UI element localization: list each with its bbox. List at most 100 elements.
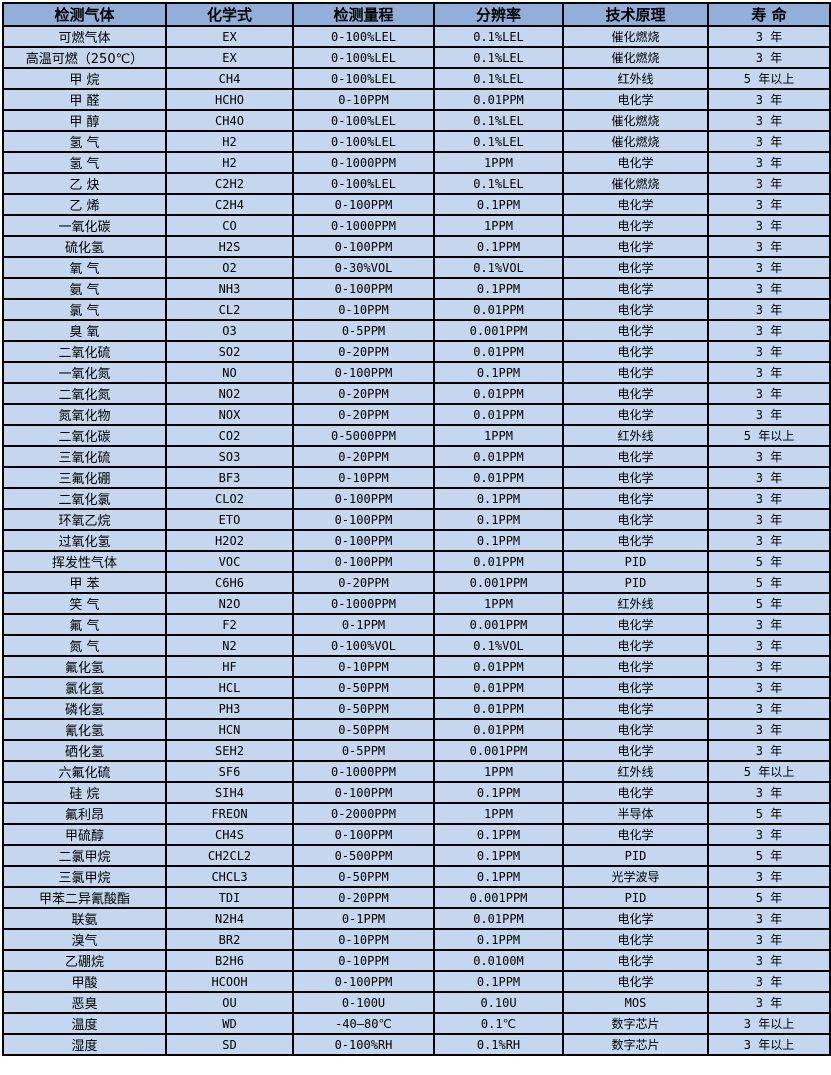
- cell-chemical-formula: SF6: [165, 760, 294, 783]
- cell-detection-range: 0-100%RH: [292, 1033, 435, 1056]
- cell-technology-principle: 电化学: [562, 361, 709, 384]
- table-row: 氯化氢 HCL 0-50PPM 0.01PPM 电化学 3 年: [2, 676, 831, 699]
- cell-technology-principle: 光学波导: [562, 865, 709, 888]
- cell-detection-range: 0-20PPM: [292, 886, 435, 909]
- cell-gas-name: 六氟化硫: [2, 760, 167, 783]
- cell-chemical-formula: BR2: [165, 928, 294, 951]
- cell-chemical-formula: CH4O: [165, 109, 294, 132]
- cell-lifespan: 3 年: [707, 25, 831, 48]
- cell-detection-range: 0-10PPM: [292, 949, 435, 972]
- table-row: 硒化氢 SEH2 0-5PPM 0.001PPM 电化学 3 年: [2, 739, 831, 762]
- cell-lifespan: 3 年: [707, 634, 831, 657]
- cell-chemical-formula: B2H6: [165, 949, 294, 972]
- cell-detection-range: 0-10PPM: [292, 928, 435, 951]
- cell-gas-name: 氮 气: [2, 634, 167, 657]
- cell-resolution: 0.01PPM: [433, 655, 564, 678]
- cell-resolution: 1PPM: [433, 151, 564, 174]
- cell-technology-principle: 红外线: [562, 760, 709, 783]
- cell-gas-name: 氟 气: [2, 613, 167, 636]
- cell-gas-name: 甲 苯: [2, 571, 167, 594]
- cell-detection-range: 0-5000PPM: [292, 424, 435, 447]
- cell-resolution: 0.1%LEL: [433, 67, 564, 90]
- cell-technology-principle: 电化学: [562, 676, 709, 699]
- cell-chemical-formula: CO: [165, 214, 294, 237]
- cell-resolution: 0.1PPM: [433, 823, 564, 846]
- cell-detection-range: 0-50PPM: [292, 865, 435, 888]
- cell-gas-name: 氟化氢: [2, 655, 167, 678]
- cell-resolution: 0.001PPM: [433, 886, 564, 909]
- table-row: 氢 气 H2 0-100%LEL 0.1%LEL 催化燃烧 3 年: [2, 130, 831, 153]
- cell-gas-name: 挥发性气体: [2, 550, 167, 573]
- cell-lifespan: 3 年: [707, 340, 831, 363]
- cell-technology-principle: 催化燃烧: [562, 130, 709, 153]
- header-cell-detection-range: 检测量程: [292, 2, 435, 27]
- cell-chemical-formula: SD: [165, 1033, 294, 1056]
- cell-chemical-formula: HCHO: [165, 88, 294, 111]
- cell-technology-principle: 数字芯片: [562, 1012, 709, 1035]
- cell-detection-range: 0-1PPM: [292, 907, 435, 930]
- cell-technology-principle: 催化燃烧: [562, 172, 709, 195]
- cell-gas-name: 甲 醇: [2, 109, 167, 132]
- cell-chemical-formula: BF3: [165, 466, 294, 489]
- cell-technology-principle: 电化学: [562, 403, 709, 426]
- cell-technology-principle: 电化学: [562, 88, 709, 111]
- cell-chemical-formula: F2: [165, 613, 294, 636]
- cell-detection-range: 0-100PPM: [292, 235, 435, 258]
- table-row: 甲 苯 C6H6 0-20PPM 0.001PPM PID 5 年: [2, 571, 831, 594]
- cell-detection-range: 0-100%LEL: [292, 172, 435, 195]
- cell-chemical-formula: SEH2: [165, 739, 294, 762]
- table-row: 氰化氢 HCN 0-50PPM 0.01PPM 电化学 3 年: [2, 718, 831, 741]
- cell-resolution: 0.1℃: [433, 1012, 564, 1035]
- cell-chemical-formula: C2H2: [165, 172, 294, 195]
- cell-technology-principle: 电化学: [562, 718, 709, 741]
- cell-gas-name: 甲酸: [2, 970, 167, 993]
- cell-resolution: 0.01PPM: [433, 718, 564, 741]
- cell-lifespan: 3 年: [707, 382, 831, 405]
- cell-detection-range: 0-100U: [292, 991, 435, 1014]
- cell-resolution: 0.001PPM: [433, 739, 564, 762]
- cell-chemical-formula: N2: [165, 634, 294, 657]
- table-row: 甲酸 HCOOH 0-100PPM 0.1PPM 电化学 3 年: [2, 970, 831, 993]
- table-row: 乙硼烷 B2H6 0-10PPM 0.0100M 电化学 3 年: [2, 949, 831, 972]
- cell-lifespan: 3 年: [707, 781, 831, 804]
- cell-detection-range: 0-100%LEL: [292, 109, 435, 132]
- cell-technology-principle: PID: [562, 886, 709, 909]
- cell-resolution: 0.01PPM: [433, 445, 564, 468]
- cell-chemical-formula: H2: [165, 151, 294, 174]
- cell-detection-range: 0-100%LEL: [292, 67, 435, 90]
- cell-lifespan: 3 年: [707, 508, 831, 531]
- cell-lifespan: 3 年: [707, 193, 831, 216]
- cell-lifespan: 5 年: [707, 802, 831, 825]
- cell-resolution: 0.001PPM: [433, 319, 564, 342]
- table-row: 硫化氢 H2S 0-100PPM 0.1PPM 电化学 3 年: [2, 235, 831, 258]
- cell-lifespan: 3 年: [707, 676, 831, 699]
- cell-technology-principle: PID: [562, 844, 709, 867]
- cell-gas-name: 二氧化硫: [2, 340, 167, 363]
- cell-resolution: 1PPM: [433, 592, 564, 615]
- cell-detection-range: 0-20PPM: [292, 445, 435, 468]
- cell-technology-principle: 电化学: [562, 781, 709, 804]
- cell-resolution: 0.01PPM: [433, 382, 564, 405]
- cell-gas-name: 二氯甲烷: [2, 844, 167, 867]
- cell-lifespan: 3 年: [707, 928, 831, 951]
- cell-gas-name: 恶臭: [2, 991, 167, 1014]
- cell-resolution: 0.1PPM: [433, 361, 564, 384]
- cell-chemical-formula: TDI: [165, 886, 294, 909]
- cell-lifespan: 3 年: [707, 487, 831, 510]
- cell-gas-name: 氮氧化物: [2, 403, 167, 426]
- cell-gas-name: 过氧化氢: [2, 529, 167, 552]
- cell-lifespan: 5 年: [707, 886, 831, 909]
- cell-gas-name: 甲 烷: [2, 67, 167, 90]
- cell-resolution: 0.1PPM: [433, 487, 564, 510]
- table-row: 恶臭 OU 0-100U 0.10U MOS 3 年: [2, 991, 831, 1014]
- cell-resolution: 0.1%LEL: [433, 172, 564, 195]
- table-header: 检测气体 化学式 检测量程 分辨率 技术原理寿 命: [2, 2, 831, 27]
- cell-chemical-formula: ETO: [165, 508, 294, 531]
- cell-gas-name: 可燃气体: [2, 25, 167, 48]
- cell-chemical-formula: N2O: [165, 592, 294, 615]
- cell-technology-principle: 催化燃烧: [562, 25, 709, 48]
- cell-technology-principle: 电化学: [562, 235, 709, 258]
- cell-lifespan: 3 年: [707, 109, 831, 132]
- cell-gas-name: 硫化氢: [2, 235, 167, 258]
- cell-gas-name: 三氯甲烷: [2, 865, 167, 888]
